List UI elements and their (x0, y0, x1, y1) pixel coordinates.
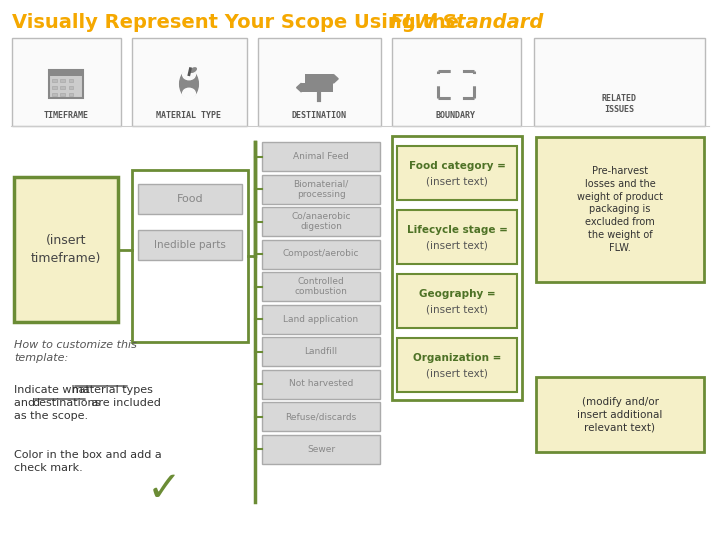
Polygon shape (333, 75, 338, 83)
FancyBboxPatch shape (262, 337, 380, 366)
FancyBboxPatch shape (262, 402, 380, 431)
Text: Co/anaerobic
digestion: Co/anaerobic digestion (292, 212, 351, 231)
FancyBboxPatch shape (60, 79, 65, 82)
FancyBboxPatch shape (262, 369, 380, 399)
Text: Biomaterial/
processing: Biomaterial/ processing (293, 179, 348, 199)
FancyBboxPatch shape (392, 38, 521, 126)
FancyBboxPatch shape (302, 83, 333, 92)
FancyBboxPatch shape (397, 210, 517, 264)
FancyBboxPatch shape (397, 274, 517, 328)
Text: RELATED
ISSUES: RELATED ISSUES (601, 94, 636, 114)
Text: DESTINATION: DESTINATION (292, 111, 346, 120)
Text: Indicate what: Indicate what (14, 385, 94, 395)
Ellipse shape (180, 70, 198, 98)
FancyBboxPatch shape (536, 137, 704, 282)
Text: Landfill: Landfill (305, 347, 338, 356)
FancyBboxPatch shape (14, 177, 118, 322)
Text: Not harvested: Not harvested (289, 380, 354, 388)
FancyBboxPatch shape (132, 38, 247, 126)
FancyBboxPatch shape (138, 230, 242, 260)
Text: Color in the box and add a
check mark.: Color in the box and add a check mark. (14, 450, 162, 473)
Text: as the scope.: as the scope. (14, 411, 88, 421)
Text: Refuse/discards: Refuse/discards (285, 412, 356, 421)
Text: Food category =: Food category = (408, 161, 505, 171)
Ellipse shape (183, 88, 195, 98)
Text: (modify and/or
insert additional
relevant text): (modify and/or insert additional relevan… (577, 397, 662, 433)
FancyBboxPatch shape (53, 86, 57, 89)
FancyBboxPatch shape (262, 207, 380, 236)
Text: BOUNDARY: BOUNDARY (436, 111, 476, 120)
FancyBboxPatch shape (262, 272, 380, 301)
Text: Inedible parts: Inedible parts (154, 240, 226, 250)
FancyBboxPatch shape (262, 240, 380, 268)
FancyBboxPatch shape (12, 38, 121, 126)
Text: (insert text): (insert text) (426, 177, 488, 187)
Text: Geography =: Geography = (419, 289, 495, 299)
FancyBboxPatch shape (138, 184, 242, 214)
Text: Visually Represent Your Scope Using the: Visually Represent Your Scope Using the (12, 13, 466, 32)
Text: Sewer: Sewer (307, 444, 335, 454)
Text: Controlled
combustion: Controlled combustion (294, 277, 348, 296)
Ellipse shape (190, 68, 197, 72)
FancyBboxPatch shape (53, 79, 57, 82)
FancyBboxPatch shape (262, 305, 380, 334)
Text: destinations: destinations (32, 398, 100, 408)
Text: FLW Standard: FLW Standard (390, 13, 544, 32)
Text: MATERIAL TYPE: MATERIAL TYPE (156, 111, 222, 120)
FancyBboxPatch shape (68, 92, 73, 96)
Text: How to customize this
template:: How to customize this template: (14, 340, 137, 363)
Text: ✓: ✓ (147, 468, 181, 510)
Polygon shape (297, 83, 302, 92)
FancyBboxPatch shape (49, 70, 83, 98)
FancyBboxPatch shape (258, 38, 381, 126)
FancyBboxPatch shape (305, 75, 333, 83)
FancyBboxPatch shape (68, 79, 73, 82)
Ellipse shape (183, 70, 195, 80)
Text: (insert text): (insert text) (426, 241, 488, 251)
Text: Land application: Land application (284, 314, 359, 323)
FancyBboxPatch shape (397, 338, 517, 392)
FancyBboxPatch shape (262, 435, 380, 463)
FancyBboxPatch shape (53, 92, 57, 96)
FancyBboxPatch shape (262, 174, 380, 204)
Text: Organization =: Organization = (413, 353, 501, 363)
Text: material types: material types (72, 385, 153, 395)
Text: TIMEFRAME: TIMEFRAME (43, 111, 89, 120)
Text: Food: Food (176, 194, 203, 204)
Text: and: and (14, 398, 39, 408)
Text: Pre-harvest
losses and the
weight of product
packaging is
excluded from
the weig: Pre-harvest losses and the weight of pro… (577, 166, 663, 253)
FancyBboxPatch shape (49, 70, 83, 76)
FancyBboxPatch shape (60, 86, 65, 89)
FancyBboxPatch shape (262, 142, 380, 171)
Text: (insert text): (insert text) (426, 305, 488, 315)
Text: (insert text): (insert text) (426, 369, 488, 379)
Text: are included: are included (88, 398, 161, 408)
Text: Animal Feed: Animal Feed (293, 152, 349, 161)
Text: Compost/aerobic: Compost/aerobic (283, 249, 359, 259)
FancyBboxPatch shape (68, 86, 73, 89)
FancyBboxPatch shape (534, 38, 705, 126)
FancyBboxPatch shape (397, 146, 517, 200)
Text: Lifecycle stage =: Lifecycle stage = (407, 225, 508, 235)
Text: (insert
timeframe): (insert timeframe) (31, 234, 102, 265)
FancyBboxPatch shape (536, 377, 704, 452)
FancyBboxPatch shape (60, 92, 65, 96)
